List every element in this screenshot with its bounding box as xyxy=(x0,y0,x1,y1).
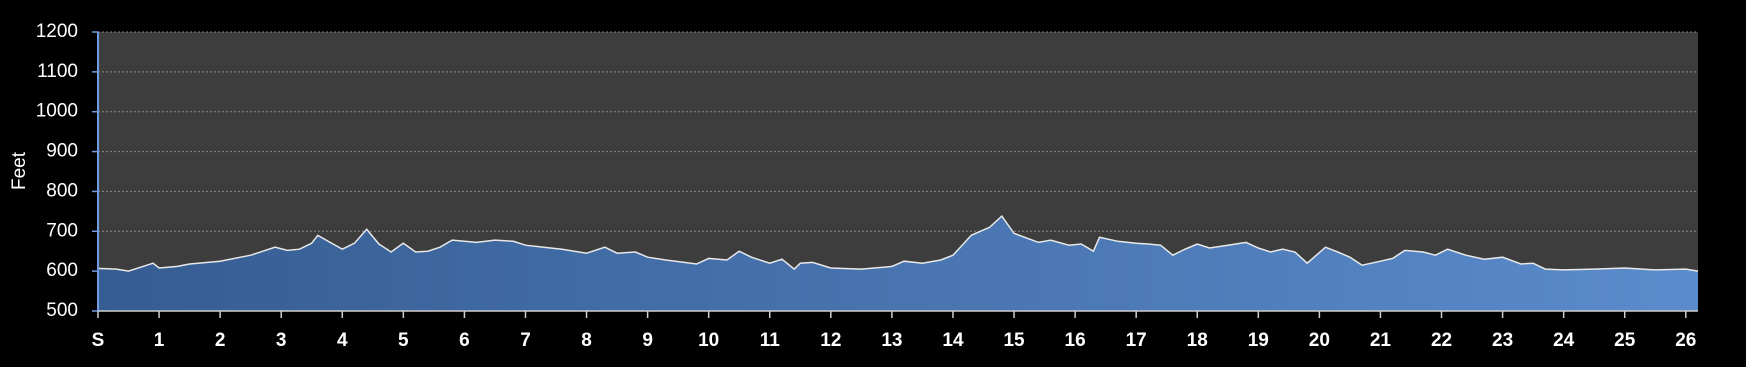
y-axis-label: Feet xyxy=(9,151,30,190)
y-tick-label: 1200 xyxy=(36,21,78,42)
elevation-line xyxy=(97,214,1699,272)
x-tick-label: 9 xyxy=(642,330,653,351)
x-tick-label: 26 xyxy=(1675,330,1696,351)
area-fill xyxy=(98,216,1698,311)
x-tick-label: 15 xyxy=(1003,330,1025,351)
x-tick-label: 21 xyxy=(1370,330,1392,351)
x-tick-label: 10 xyxy=(698,330,719,351)
x-tick-label: 19 xyxy=(1248,330,1269,351)
y-tick-label: 500 xyxy=(46,300,78,321)
x-tick-label: 11 xyxy=(760,330,781,351)
x-tick-label: 5 xyxy=(398,330,409,351)
x-tick-label: 4 xyxy=(337,330,348,351)
x-tick-label: S xyxy=(92,330,105,351)
x-tick-label: 7 xyxy=(520,330,531,351)
y-tick-label: 1100 xyxy=(37,61,78,82)
x-tick-label: 1 xyxy=(154,330,165,351)
x-tick-label: 2 xyxy=(215,330,226,351)
x-tick-label: 24 xyxy=(1553,330,1575,351)
x-tick-label: 25 xyxy=(1614,330,1636,351)
y-tick-label: 700 xyxy=(46,220,78,241)
x-tick-label: 12 xyxy=(820,330,841,351)
x-tick-label: 6 xyxy=(459,330,470,351)
y-tick-label: 600 xyxy=(46,260,78,281)
x-tick-label: 8 xyxy=(581,330,592,351)
x-tick-label: 18 xyxy=(1187,330,1208,351)
x-tick-label: 13 xyxy=(881,330,902,351)
y-tick-label: 1000 xyxy=(36,101,78,122)
x-tick-label: 3 xyxy=(276,330,287,351)
y-tick-label: 900 xyxy=(46,141,78,162)
x-tick-label: 23 xyxy=(1492,330,1513,351)
x-tick-label: 17 xyxy=(1126,330,1147,351)
x-tick-label: 20 xyxy=(1309,330,1330,351)
x-tick-label: 16 xyxy=(1065,330,1086,351)
x-tick-label: 22 xyxy=(1431,330,1452,351)
x-tick-label: 14 xyxy=(942,330,964,351)
y-tick-label: 800 xyxy=(46,180,78,201)
